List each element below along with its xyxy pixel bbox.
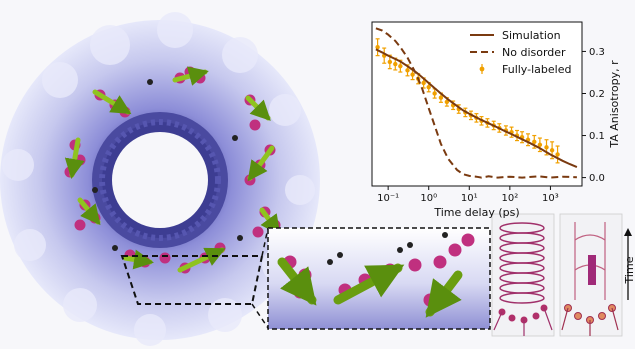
data-point-fully-labeled: [537, 137, 543, 153]
legend-label: Simulation: [502, 29, 561, 42]
x-tick-label: 10⁰: [420, 193, 437, 204]
y-axis-label: TA Anisotropy, r: [608, 60, 621, 149]
legend-label: No disorder: [502, 46, 566, 59]
plot-area: [371, 21, 583, 187]
series-layer: [375, 27, 578, 179]
zoom-inset: [267, 227, 491, 330]
linker-molecules: [92, 79, 243, 251]
x-axis-ticks: 10⁻¹ 10⁰ 10¹ 10² 10³: [377, 186, 559, 204]
data-point-fully-labeled: [525, 133, 531, 147]
data-point-fully-labeled: [375, 38, 380, 57]
highlight-region-outline: [120, 255, 264, 305]
legend-entry: Fully-labeled: [479, 63, 571, 76]
trajectory-panel-right: [559, 213, 623, 337]
zoom-connector-top: [261, 227, 269, 257]
data-point-fully-labeled: [519, 131, 525, 144]
time-arrow-head: [624, 228, 632, 236]
chart-legend: Simulation No disorder Fully-labeled: [470, 29, 571, 76]
x-tick-label: 10⁻¹: [377, 193, 399, 204]
y-tick-label: 0.3: [589, 47, 605, 58]
inner-channel-hole: [112, 132, 208, 228]
series-line-no-disorder: [375, 27, 577, 179]
anisotropy-chart: 10⁻¹ 10⁰ 10¹ 10² 10³ 0.0 0.1 0.2 0.3 Time delay…: [371, 21, 621, 219]
legend-entry: Simulation: [470, 29, 561, 42]
series-line-simulation: [375, 48, 578, 169]
legend-label: Fully-labeled: [502, 63, 571, 76]
x-tick-label: 10¹: [461, 193, 478, 204]
y-axis-ticks: 0.0 0.1 0.2 0.3: [582, 47, 605, 184]
data-point-fully-labeled: [555, 145, 560, 164]
x-tick-label: 10²: [501, 193, 518, 204]
zoom-linkers: [327, 232, 448, 265]
trajectory-panels: Time: [491, 213, 635, 337]
y-tick-label: 0.0: [589, 173, 605, 184]
zoom-dipole-arrows: [277, 257, 463, 318]
x-tick-label: 10³: [542, 193, 559, 204]
x-axis-label: Time delay (ps): [433, 206, 519, 219]
legend-entry: No disorder: [470, 46, 566, 59]
y-tick-label: 0.1: [589, 131, 605, 142]
y-tick-label: 0.2: [589, 89, 605, 100]
time-axis-label: Time: [623, 256, 635, 284]
zoom-connector-bottom: [251, 303, 269, 329]
trajectory-panel-left: [491, 213, 555, 337]
